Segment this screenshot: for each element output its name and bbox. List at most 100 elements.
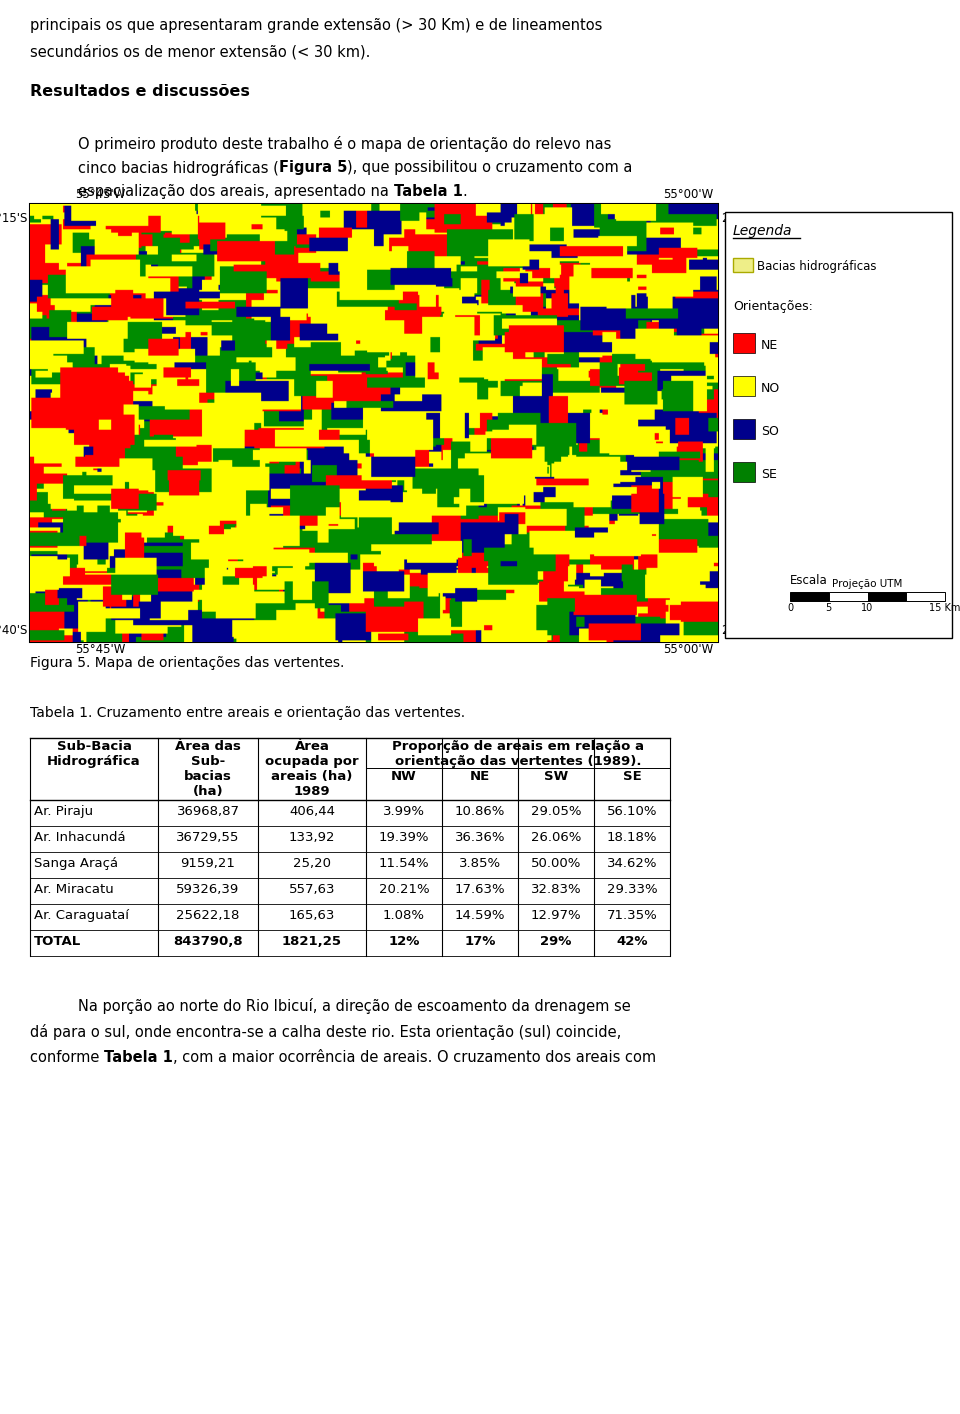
- Text: Projeção UTM: Projeção UTM: [832, 578, 902, 590]
- Text: Legenda: Legenda: [733, 223, 793, 238]
- Text: SO: SO: [761, 426, 779, 438]
- Text: Ar. Caraguataí: Ar. Caraguataí: [34, 909, 129, 922]
- Text: 32.83%: 32.83%: [531, 882, 582, 896]
- Bar: [733, 419, 755, 438]
- Text: 5: 5: [826, 602, 832, 614]
- Bar: [30, 204, 718, 642]
- Text: Ar. Piraju: Ar. Piraju: [34, 805, 93, 819]
- Bar: [733, 462, 755, 482]
- Text: 55°45'W: 55°45'W: [75, 188, 126, 201]
- Text: 1.08%: 1.08%: [383, 909, 425, 922]
- Bar: [868, 592, 906, 601]
- Text: 1821,25: 1821,25: [282, 935, 342, 947]
- Text: 26.06%: 26.06%: [531, 831, 581, 844]
- Text: SE: SE: [761, 468, 777, 481]
- Text: O primeiro produto deste trabalho é o mapa de orientação do relevo nas: O primeiro produto deste trabalho é o ma…: [78, 136, 612, 151]
- Text: 29°15'S: 29°15'S: [0, 212, 28, 225]
- Text: Resultados e discussões: Resultados e discussões: [30, 83, 250, 99]
- Text: TOTAL: TOTAL: [34, 935, 82, 947]
- Text: N: N: [641, 556, 655, 570]
- Text: Tabela 1: Tabela 1: [104, 1051, 173, 1065]
- Text: principais os que apresentaram grande extensão (> 30 Km) e de lineamentos: principais os que apresentaram grande ex…: [30, 18, 602, 33]
- Text: 25,20: 25,20: [293, 857, 331, 870]
- Text: 29°40'S: 29°40'S: [721, 624, 767, 636]
- Text: 50.00%: 50.00%: [531, 857, 581, 870]
- Text: 17%: 17%: [465, 935, 495, 947]
- Bar: [725, 212, 952, 638]
- Text: 843790,8: 843790,8: [173, 935, 243, 947]
- Text: 71.35%: 71.35%: [607, 909, 658, 922]
- Bar: [733, 334, 755, 354]
- Bar: [733, 376, 755, 396]
- Text: Bacias hidrográficas: Bacias hidrográficas: [757, 260, 876, 273]
- Text: 3.85%: 3.85%: [459, 857, 501, 870]
- Bar: [733, 257, 753, 271]
- Bar: [906, 592, 945, 601]
- Text: 36968,87: 36968,87: [177, 805, 239, 819]
- Text: Orientações:: Orientações:: [733, 300, 813, 312]
- Text: dá para o sul, onde encontra-se a calha deste rio. Esta orientação (sul) coincid: dá para o sul, onde encontra-se a calha …: [30, 1024, 621, 1041]
- Text: 12.97%: 12.97%: [531, 909, 582, 922]
- Text: 406,44: 406,44: [289, 805, 335, 819]
- Text: 29°40'S: 29°40'S: [0, 624, 28, 636]
- Text: NE: NE: [469, 771, 491, 783]
- Text: espacialização dos areais, apresentado na: espacialização dos areais, apresentado n…: [78, 184, 394, 199]
- Text: 36.36%: 36.36%: [455, 831, 505, 844]
- Text: 29.33%: 29.33%: [607, 882, 658, 896]
- Text: 36729,55: 36729,55: [177, 831, 240, 844]
- Text: 14.59%: 14.59%: [455, 909, 505, 922]
- Text: 25622,18: 25622,18: [177, 909, 240, 922]
- Text: Área
ocupada por
areais (ha)
1989: Área ocupada por areais (ha) 1989: [265, 740, 359, 797]
- Text: Sub-Bacia
Hidrográfica: Sub-Bacia Hidrográfica: [47, 740, 141, 768]
- Text: 15 Km: 15 Km: [929, 602, 960, 614]
- Text: 12%: 12%: [388, 935, 420, 947]
- Text: 18.18%: 18.18%: [607, 831, 658, 844]
- Text: 29.05%: 29.05%: [531, 805, 581, 819]
- Text: ), que possibilitou o cruzamento com a: ), que possibilitou o cruzamento com a: [348, 160, 633, 175]
- Text: Tabela 1: Tabela 1: [394, 184, 463, 199]
- Bar: [828, 592, 868, 601]
- Text: 19.39%: 19.39%: [379, 831, 429, 844]
- Text: 133,92: 133,92: [289, 831, 335, 844]
- Text: 42%: 42%: [616, 935, 648, 947]
- Text: 55°45'W: 55°45'W: [75, 643, 126, 656]
- Bar: [790, 592, 828, 601]
- Text: 55°00'W: 55°00'W: [662, 188, 713, 201]
- Text: Área das
Sub-
bacias
(ha): Área das Sub- bacias (ha): [175, 740, 241, 797]
- Text: 55°00'W: 55°00'W: [662, 643, 713, 656]
- Text: .: .: [463, 184, 468, 199]
- Text: SW: SW: [544, 771, 568, 783]
- Text: 11.54%: 11.54%: [378, 857, 429, 870]
- Text: 10: 10: [861, 602, 874, 614]
- Text: Na porção ao norte do Rio Ibicuí, a direção de escoamento da drenagem se: Na porção ao norte do Rio Ibicuí, a dire…: [78, 998, 631, 1014]
- Text: conforme: conforme: [30, 1051, 104, 1065]
- Text: 59326,39: 59326,39: [177, 882, 240, 896]
- Text: 56.10%: 56.10%: [607, 805, 658, 819]
- Text: 9159,21: 9159,21: [180, 857, 235, 870]
- Text: Ar. Inhacundá: Ar. Inhacundá: [34, 831, 126, 844]
- Text: , com a maior ocorrência de areais. O cruzamento dos areais com: , com a maior ocorrência de areais. O cr…: [173, 1051, 656, 1065]
- Text: 29°15'S: 29°15'S: [721, 212, 767, 225]
- Text: NO: NO: [761, 382, 780, 395]
- Text: 557,63: 557,63: [289, 882, 335, 896]
- Text: Ar. Miracatu: Ar. Miracatu: [34, 882, 113, 896]
- Text: 0: 0: [787, 602, 793, 614]
- Text: 10.86%: 10.86%: [455, 805, 505, 819]
- Text: Escala: Escala: [790, 574, 828, 587]
- Text: 29%: 29%: [540, 935, 572, 947]
- Text: Figura 5. Mapa de orientações das vertentes.: Figura 5. Mapa de orientações das verten…: [30, 656, 345, 670]
- Text: 20.21%: 20.21%: [378, 882, 429, 896]
- Text: Tabela 1. Cruzamento entre areais e orientação das vertentes.: Tabela 1. Cruzamento entre areais e orie…: [30, 706, 466, 720]
- Text: secundários os de menor extensão (< 30 km).: secundários os de menor extensão (< 30 k…: [30, 44, 371, 59]
- Text: Figura 5: Figura 5: [278, 160, 348, 175]
- Text: 17.63%: 17.63%: [455, 882, 505, 896]
- Text: 3.99%: 3.99%: [383, 805, 425, 819]
- Text: 165,63: 165,63: [289, 909, 335, 922]
- Text: cinco bacias hidrográficas (: cinco bacias hidrográficas (: [78, 160, 278, 175]
- Text: Sanga Araçá: Sanga Araçá: [34, 857, 118, 870]
- Text: Proporção de areais em relação a
orientação das vertentes (1989).: Proporção de areais em relação a orienta…: [392, 740, 644, 768]
- Text: 34.62%: 34.62%: [607, 857, 658, 870]
- Text: NE: NE: [761, 339, 779, 352]
- Text: NW: NW: [391, 771, 417, 783]
- Text: SE: SE: [623, 771, 641, 783]
